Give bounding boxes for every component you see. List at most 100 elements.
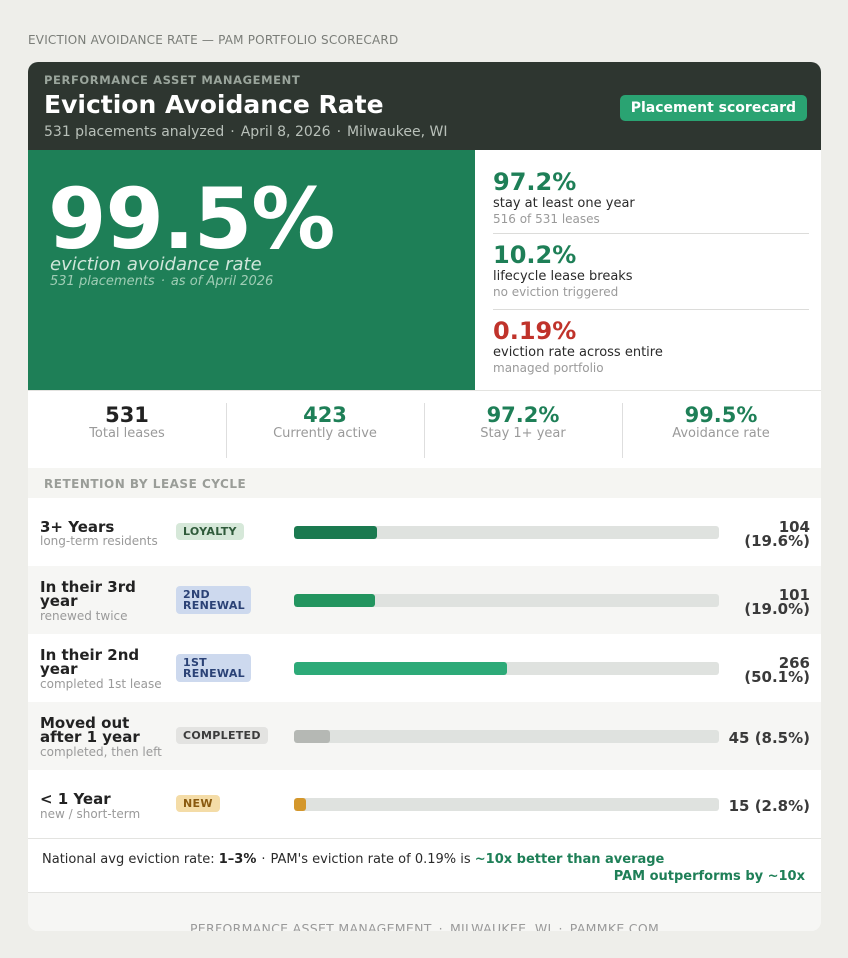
outperform-tagline: PAM outperforms by ~10x xyxy=(613,869,805,884)
kpi-stay-one-year: 97.2% Stay 1+ year xyxy=(424,403,622,441)
row-name: < 1 Year xyxy=(40,790,111,808)
row-count-pct: (19.6%) xyxy=(744,532,810,550)
placements-meta: 531 placements analyzed xyxy=(44,124,225,140)
row-bar-fill xyxy=(294,526,377,539)
side-stat-value: 0.19% xyxy=(493,317,577,345)
retention-row-moved-out: Moved out after 1 year completed, then l… xyxy=(28,702,821,770)
row-name: In their 2nd year xyxy=(40,646,140,678)
side-stat-one-year: 97.2% stay at least one year 516 of 531 … xyxy=(493,168,809,227)
footer-separator: · xyxy=(558,921,563,931)
row-bar-track xyxy=(294,798,719,811)
side-stat-eviction-rate: 0.19% eviction rate across entire manage… xyxy=(493,317,809,376)
scorecard-card: PERFORMANCE ASSET MANAGEMENT Eviction Av… xyxy=(28,62,821,931)
row-bar-track xyxy=(294,526,719,539)
row-bar-track xyxy=(294,594,719,607)
row-count: 45 (8.5%) xyxy=(728,729,810,747)
side-stat-label: lifecycle lease breaks xyxy=(493,269,633,284)
row-count-value: 45 xyxy=(728,729,750,747)
footer-org: PERFORMANCE ASSET MANAGEMENT xyxy=(189,921,432,931)
hero-sub-placements: 531 placements xyxy=(50,274,155,289)
row-bar-track xyxy=(294,662,719,675)
row-desc: renewed twice xyxy=(40,609,128,623)
retention-row-3rd-year: In their 3rd year renewed twice 2ND RENE… xyxy=(28,566,821,634)
side-stat-note: managed portfolio xyxy=(493,361,604,375)
comparison-line: National avg eviction rate: 1–3% · PAM's e… xyxy=(42,852,664,867)
page-label: EVICTION AVOIDANCE RATE — PAM PORTFOLIO … xyxy=(28,33,399,47)
meta-separator: · xyxy=(230,124,235,140)
divider xyxy=(493,309,809,310)
row-count-pct: (19.0%) xyxy=(744,600,810,618)
side-stat-note: 516 of 531 leases xyxy=(493,212,600,226)
side-stat-lease-breaks: 10.2% lifecycle lease breaks no eviction… xyxy=(493,241,809,300)
row-tag: 1ST RENEWAL xyxy=(176,654,251,682)
row-desc: completed, then left xyxy=(40,745,162,759)
footer-location: MILWAUKEE, WI xyxy=(449,921,552,931)
kpi-value: 99.5% xyxy=(684,403,758,427)
footer-separator: · xyxy=(438,921,443,931)
hero-value: 99.5% xyxy=(48,170,335,268)
hero-sub: 531 placements · as of April 2026 xyxy=(50,274,273,289)
section-header: RETENTION BY LEASE CYCLE xyxy=(28,468,821,498)
row-count-pct: (2.8%) xyxy=(754,797,810,815)
row-bar-fill xyxy=(294,594,375,607)
retention-row-2nd-year: In their 2nd year completed 1st lease 1S… xyxy=(28,634,821,702)
meta-separator: · xyxy=(336,124,342,140)
kpi-caption: Stay 1+ year xyxy=(480,426,566,441)
footer-website-link[interactable]: PAMMKE.COM xyxy=(569,921,660,931)
row-bar-fill xyxy=(294,662,507,675)
hero-panel: 99.5% eviction avoidance rate 531 placem… xyxy=(28,150,475,390)
retention-row-under-1-year: < 1 Year new / short-term NEW 15 (2.8%) xyxy=(28,770,821,838)
row-tag: COMPLETED xyxy=(176,727,268,744)
row-desc: new / short-term xyxy=(40,807,141,821)
row-tag: LOYALTY xyxy=(176,523,244,540)
row-tag: 2ND RENEWAL xyxy=(176,586,251,614)
kpi-total-leases: 531 Total leases xyxy=(28,403,226,441)
date-meta: April 8, 2026 xyxy=(240,124,331,140)
note-separator: · xyxy=(261,852,266,867)
kpi-divider xyxy=(622,403,623,458)
side-stats: 97.2% stay at least one year 516 of 531 … xyxy=(475,150,821,390)
kpi-caption: Avoidance rate xyxy=(672,426,770,441)
national-avg-label: National avg eviction rate: xyxy=(42,852,215,867)
row-bar-track xyxy=(294,730,719,743)
side-stat-label: eviction rate across entire xyxy=(493,345,663,360)
page-title: Eviction Avoidance Rate xyxy=(44,90,384,119)
retention-row-3-plus-years: 3+ Years long-term residents LOYALTY 104… xyxy=(28,498,821,566)
hero-separator: · xyxy=(160,274,165,289)
comparison-highlight: ~10x better than average xyxy=(474,852,665,867)
pam-rate-text: PAM's eviction rate of 0.19% is xyxy=(270,852,471,867)
row-name: In their 3rd year xyxy=(40,578,136,610)
kpi-divider xyxy=(424,403,425,458)
location-meta: Milwaukee, WI xyxy=(347,124,448,140)
row-count-pct: (8.5%) xyxy=(754,729,810,747)
comparison-note: National avg eviction rate: 1–3% · PAM's e… xyxy=(28,838,821,892)
row-count-value: 15 xyxy=(728,797,750,815)
row-count: 15 (2.8%) xyxy=(728,797,810,815)
kpi-caption: Total leases xyxy=(89,426,165,441)
national-avg-value: 1–3% xyxy=(218,852,257,867)
row-tag: NEW xyxy=(176,795,220,812)
footer-text: PERFORMANCE ASSET MANAGEMENT · MILWAUKEE, … xyxy=(190,907,659,931)
section-title: RETENTION BY LEASE CYCLE xyxy=(44,477,247,491)
row-count-value: 104 xyxy=(778,518,810,536)
row-bar-fill xyxy=(294,798,306,811)
row-count: 101 (19.0%) xyxy=(744,588,810,618)
kpi-avoidance-rate: 99.5% Avoidance rate xyxy=(622,403,820,441)
row-count: 104 (19.6%) xyxy=(744,518,810,550)
row-desc: long-term residents xyxy=(40,534,158,548)
footer: PERFORMANCE ASSET MANAGEMENT · MILWAUKEE, … xyxy=(28,892,821,931)
divider xyxy=(493,233,809,234)
kpi-row: 531 Total leases 423 Currently active 97… xyxy=(28,390,821,468)
header-meta: 531 placements analyzed · April 8, 2026 · Mi… xyxy=(44,124,448,140)
hero-label: eviction avoidance rate xyxy=(50,254,262,275)
kpi-divider xyxy=(226,403,227,458)
placement-scorecard-badge[interactable]: Placement scorecard xyxy=(619,95,807,121)
kpi-value: 531 xyxy=(105,403,149,427)
side-stat-value: 10.2% xyxy=(493,241,577,269)
kpi-caption: Currently active xyxy=(273,426,377,441)
row-name: 3+ Years xyxy=(40,518,115,536)
side-stat-note: no eviction triggered xyxy=(493,285,619,299)
row-count: 266 (50.1%) xyxy=(744,656,810,685)
kpi-value: 97.2% xyxy=(486,403,560,427)
kpi-value: 423 xyxy=(303,403,347,427)
